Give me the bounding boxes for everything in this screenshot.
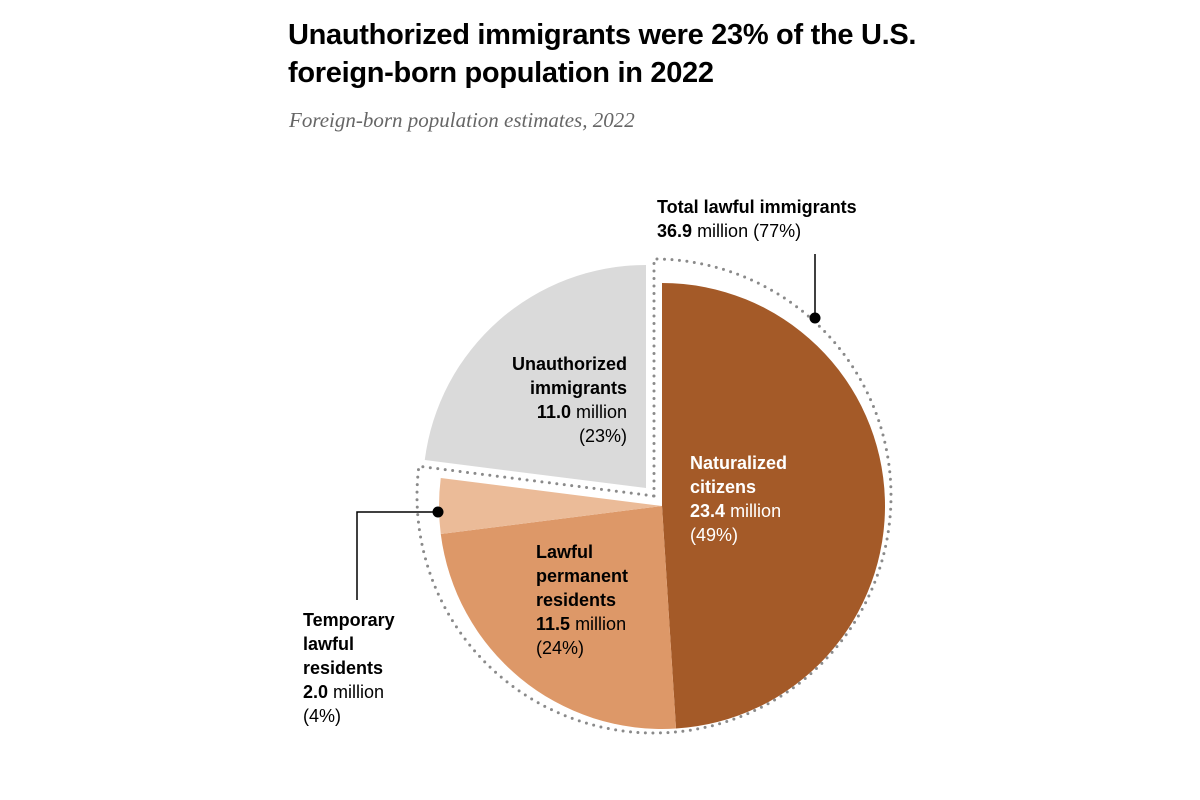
lawful-permanent-name-line3: residents (536, 590, 617, 610)
total-lawful-callout-dot (809, 312, 821, 324)
temporary-name-line1: Temporary (303, 610, 395, 630)
pie-slice-lawful_permanent (440, 506, 677, 729)
naturalized-value: 23.4 (690, 501, 726, 521)
chart-title: Unauthorized immigrants were 23% of the … (288, 19, 917, 89)
unauthorized-name-line1: Unauthorized (512, 354, 627, 374)
temporary-value: 2.0 (303, 682, 329, 702)
lawful-permanent-value: 11.5 (536, 614, 571, 634)
total-lawful-label: Total lawful immigrants 36.9 million (77… (657, 195, 857, 243)
total-lawful-name: Total lawful immigrants (657, 197, 857, 217)
total-lawful-value: 36.9 (657, 221, 693, 241)
temporary-percent: (4%) (303, 706, 342, 726)
naturalized-percent: (49%) (690, 525, 739, 545)
unauthorized-unit: million (575, 402, 627, 422)
lawful-permanent-unit: million (575, 614, 627, 634)
lawful-permanent-percent: (24%) (536, 638, 585, 658)
unauthorized-name-line2: immigrants (529, 378, 627, 398)
temporary-name-line2: lawful (303, 634, 355, 654)
pie-slice-unauthorized (424, 265, 646, 488)
lawful-permanent-name-line1: Lawful (536, 542, 593, 562)
naturalized-name-line1: Naturalized (690, 453, 788, 473)
lawful-permanent-label: Lawful permanent residents 11.5 million … (536, 540, 628, 660)
temporary-callout-line (356, 511, 438, 600)
pie-slice-temporary (439, 478, 662, 534)
unauthorized-label: Unauthorized immigrants 11.0 million (23… (440, 352, 627, 448)
chart-subtitle: Foreign-born population estimates, 2022 (289, 108, 635, 132)
lawful-permanent-name-line2: permanent (536, 566, 629, 586)
temporary-unit: million (333, 682, 385, 702)
temporary-name-line3: residents (303, 658, 384, 678)
temporary-callout-dot (432, 506, 444, 518)
total-lawful-percent: (77%) (753, 221, 802, 241)
unauthorized-percent: (23%) (578, 426, 627, 446)
pie-slice-naturalized (662, 283, 885, 729)
naturalized-unit: million (730, 501, 782, 521)
unauthorized-value: 11.0 (536, 402, 571, 422)
temporary-label: Temporary lawful residents 2.0 million (… (303, 608, 395, 728)
naturalized-label: Naturalized citizens 23.4 million (49%) (690, 451, 787, 547)
naturalized-name-line2: citizens (690, 477, 757, 497)
total-lawful-unit: million (697, 221, 749, 241)
